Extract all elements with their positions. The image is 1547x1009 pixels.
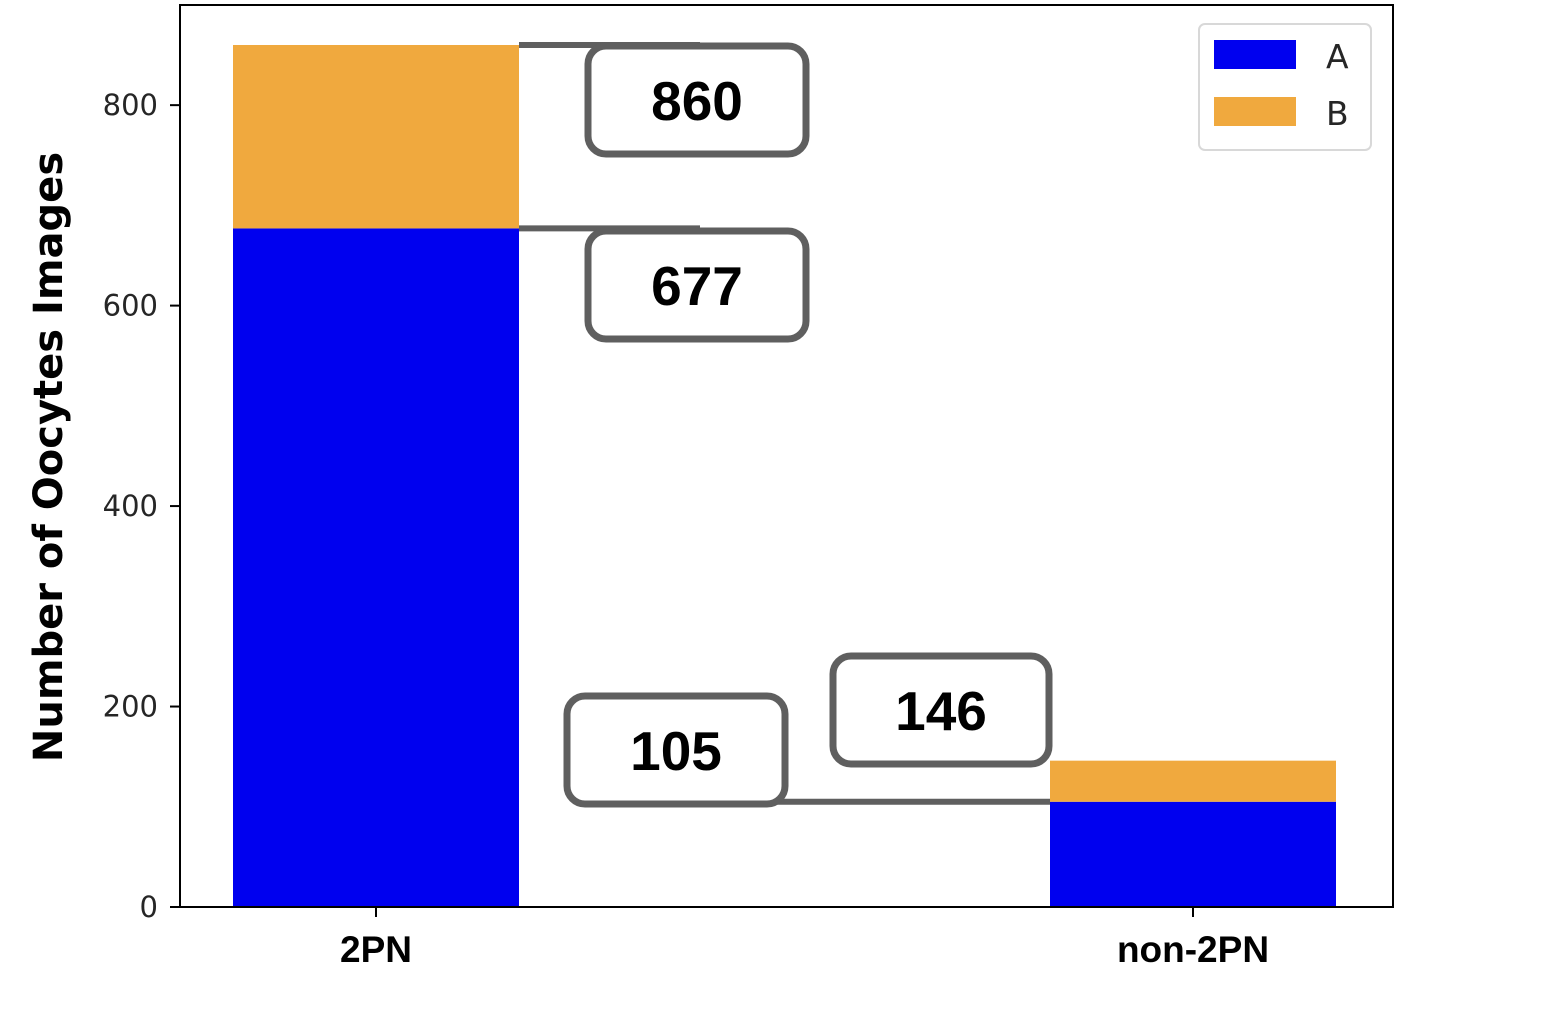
callout-box-105 [563, 692, 789, 808]
y-tick-label: 400 [103, 489, 158, 523]
x-ticks: 2PN non-2PN [340, 907, 1269, 970]
y-tick-label: 600 [103, 289, 158, 323]
x-tick-label-non-2pn: non-2PN [1117, 929, 1269, 970]
bar-a-non-2pn [1050, 801, 1336, 907]
legend-swatch-a [1214, 40, 1296, 69]
data-label-146: 146 [895, 680, 987, 742]
callout-box-860 [584, 42, 810, 158]
bar-b-non-2pn [1050, 760, 1336, 802]
y-tick-label: 800 [103, 88, 158, 122]
data-label-677: 677 [651, 255, 743, 317]
x-tick-label-2pn: 2PN [340, 929, 412, 970]
y-tick-label: 0 [140, 890, 158, 924]
callout-box-677 [584, 227, 810, 343]
y-ticks: 0 200 400 600 800 [103, 88, 180, 924]
axes-layer [179, 4, 1394, 908]
legend-label-b: B [1326, 94, 1349, 133]
callout-box-146 [829, 652, 1053, 768]
legend-label-a: A [1326, 37, 1349, 76]
data-label-105: 105 [630, 720, 722, 782]
data-label-860: 860 [651, 70, 743, 132]
plot-frame [179, 4, 1394, 908]
legend: AB [1198, 23, 1372, 151]
y-axis-label: Number of Oocytes Images [26, 152, 72, 762]
legend-swatch-b [1214, 97, 1296, 126]
y-tick-label: 200 [103, 690, 158, 724]
bar-a-2pn [233, 228, 519, 907]
bar-b-2pn [233, 45, 519, 229]
callouts: 860 677 146 105 [563, 42, 1053, 808]
bars-layer [233, 45, 1336, 907]
